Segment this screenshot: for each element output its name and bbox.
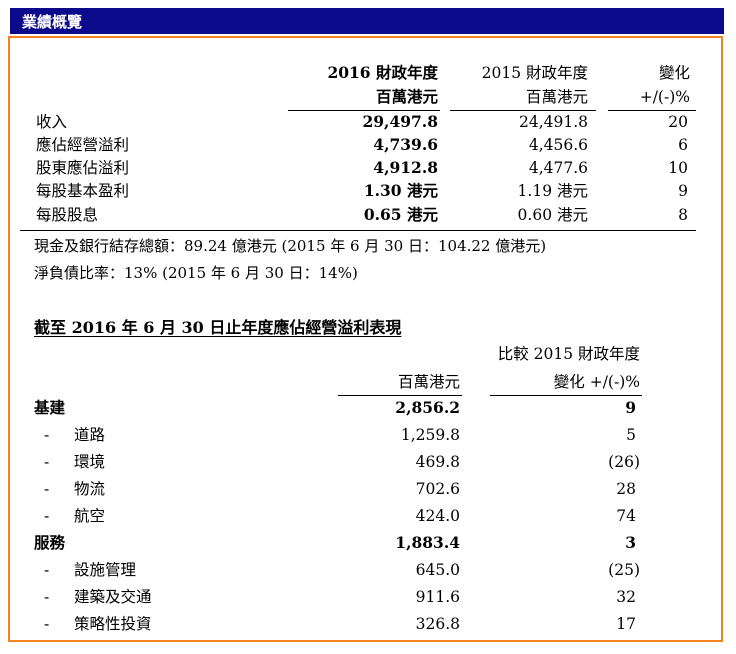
row-change: 17 (616, 615, 636, 633)
row-change: 5 (626, 426, 636, 444)
row-dash: - (44, 453, 50, 471)
header-rule-prior (450, 110, 596, 111)
row-change: (26) (608, 453, 640, 471)
header-rule-change (490, 395, 642, 396)
section-header-bar: 業績概覽 (10, 8, 724, 34)
col-header-change: 變化 (658, 64, 690, 82)
row-change: 9 (678, 182, 688, 200)
row-prior: 1.19 港元 (517, 182, 588, 200)
row-label: 每股基本盈利 (36, 182, 130, 200)
header-rule-unit (338, 395, 462, 396)
content-frame (8, 36, 723, 642)
row-current: 29,497.8 (362, 112, 438, 131)
row-dash: - (44, 588, 50, 606)
row-value: 1,259.8 (400, 426, 460, 444)
col-header-change: 變化 +/(-)% (553, 373, 640, 391)
row-dash: - (44, 615, 50, 633)
row-prior: 0.60 港元 (517, 206, 588, 224)
header-rule-change (608, 110, 696, 111)
section-title: 業績概覽 (22, 13, 83, 31)
col-header-change-unit: +/(-)% (639, 88, 690, 106)
row-label: 道路 (74, 426, 106, 444)
cash-balance-note: 現金及銀行結存總額：89.24 億港元 (2015 年 6 月 30 日：104… (34, 237, 547, 255)
row-label: 設施管理 (74, 561, 137, 579)
row-change: 20 (668, 113, 688, 131)
row-dash: - (44, 426, 50, 444)
row-label: 環境 (74, 453, 106, 471)
row-value: 702.6 (415, 480, 460, 498)
row-change: 6 (678, 136, 688, 154)
row-dash: - (44, 561, 50, 579)
row-label: 航空 (74, 507, 106, 525)
row-label: 每股股息 (36, 206, 99, 224)
row-value: 911.6 (415, 588, 460, 606)
row-label: 股東應佔溢利 (36, 159, 130, 177)
row-label: 應佔經營溢利 (36, 136, 130, 154)
row-change: 32 (616, 588, 636, 606)
row-value: 645.0 (415, 561, 460, 579)
row-value: 326.8 (415, 615, 460, 633)
gearing-ratio-note: 淨負債比率：13% (2015 年 6 月 30 日：14%) (34, 264, 358, 282)
row-change: (25) (608, 561, 640, 579)
row-value: 469.8 (415, 453, 460, 471)
row-current: 0.65 港元 (363, 205, 438, 224)
row-change: 8 (678, 206, 688, 224)
col-header-unit: 百萬港元 (397, 373, 460, 391)
row-prior: 4,477.6 (528, 159, 588, 177)
table-bottom-rule (20, 230, 696, 231)
row-label: 服務 (34, 533, 66, 552)
row-change: 9 (625, 398, 636, 417)
col-header-prior-year: 2015 財政年度 (481, 64, 588, 82)
row-label: 建築及交通 (74, 588, 152, 606)
row-dash: - (44, 507, 50, 525)
col-header-current-unit: 百萬港元 (375, 87, 438, 106)
row-prior: 24,491.8 (518, 113, 588, 131)
row-prior: 4,456.6 (528, 136, 588, 154)
row-change: 10 (668, 159, 688, 177)
row-value: 1,883.4 (395, 533, 460, 552)
row-change: 3 (625, 533, 636, 552)
col-header-current-year: 2016 財政年度 (327, 63, 438, 82)
col-header-prior-unit: 百萬港元 (525, 88, 588, 106)
row-label: 物流 (74, 480, 106, 498)
header-rule-current (288, 110, 440, 111)
row-change: 28 (616, 480, 636, 498)
row-dash: - (44, 480, 50, 498)
row-label: 策略性投資 (74, 615, 152, 633)
row-change: 74 (616, 507, 636, 525)
row-value: 424.0 (415, 507, 460, 525)
row-current: 4,739.6 (373, 135, 438, 154)
segment-title: 截至 2016 年 6 月 30 日止年度應佔經營溢利表現 (34, 318, 402, 337)
row-value: 2,856.2 (395, 398, 460, 417)
row-current: 1.30 港元 (363, 181, 438, 200)
row-label: 收入 (36, 113, 68, 131)
col-header-compare: 比較 2015 財政年度 (497, 345, 640, 363)
row-label: 基建 (34, 398, 66, 417)
row-current: 4,912.8 (373, 158, 438, 177)
